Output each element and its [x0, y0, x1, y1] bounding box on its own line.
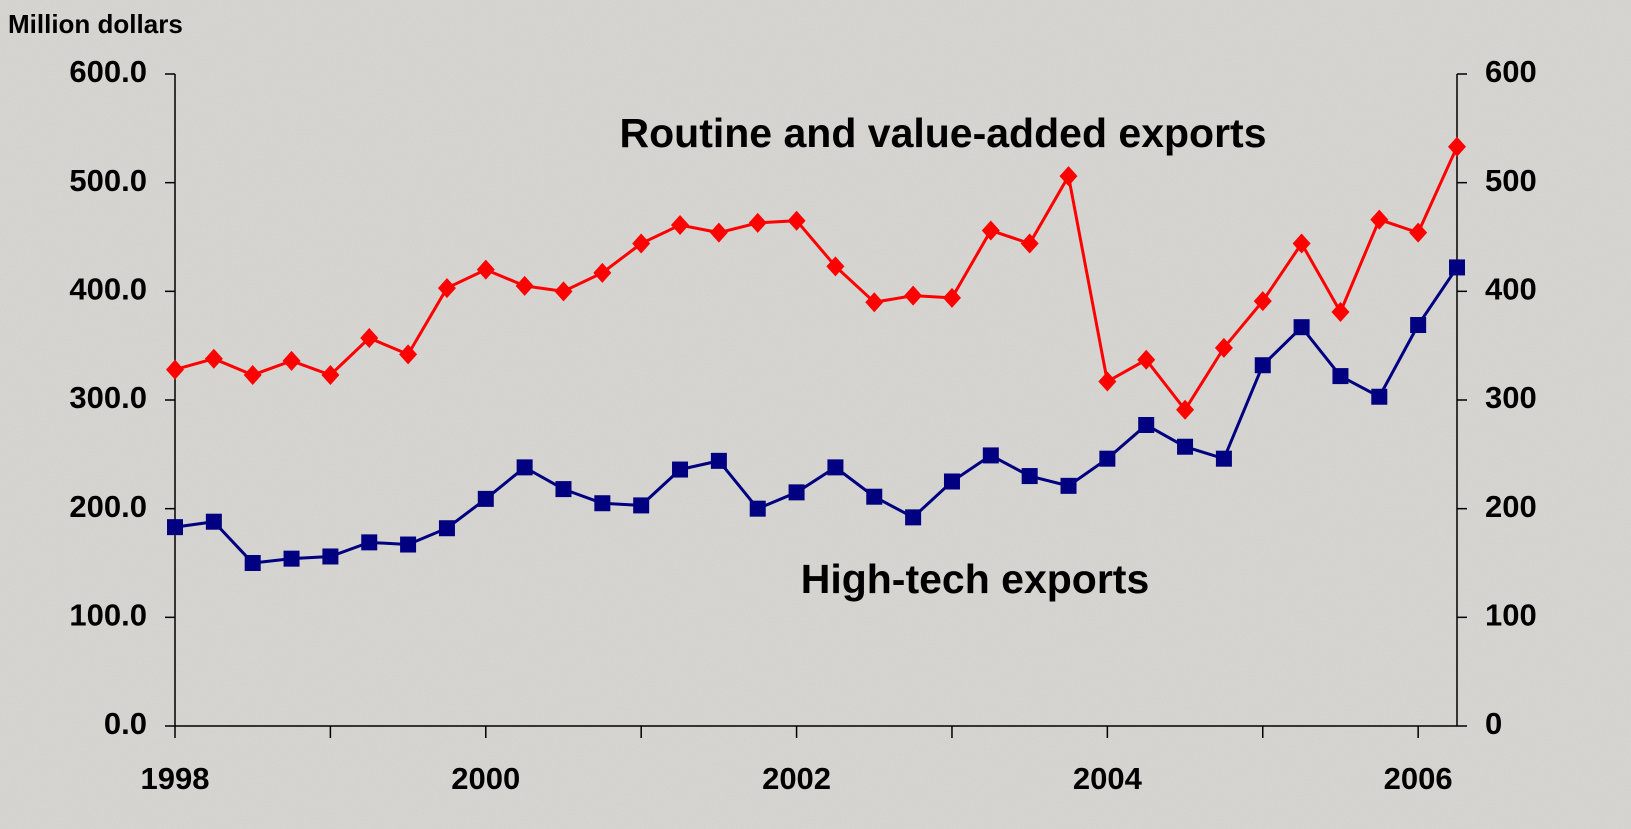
y-axis-label: Million dollars: [8, 9, 183, 39]
marker: [1254, 357, 1271, 374]
x-tick-label: 2006: [1384, 761, 1453, 796]
marker: [476, 259, 495, 280]
marker: [1293, 319, 1310, 336]
y-tick-label: 100.0: [69, 598, 147, 633]
marker: [1099, 450, 1116, 467]
marker: [633, 497, 650, 514]
marker: [321, 365, 340, 386]
marker: [904, 285, 923, 306]
y2-tick-label: 100: [1485, 598, 1537, 633]
marker: [866, 488, 883, 505]
marker: [1021, 468, 1038, 485]
marker: [594, 495, 611, 512]
marker: [748, 212, 767, 233]
marker: [943, 473, 960, 490]
marker: [593, 262, 612, 283]
marker: [981, 220, 1000, 241]
marker: [787, 210, 806, 231]
marker: [205, 513, 222, 530]
marker: [204, 348, 223, 369]
marker: [1137, 349, 1156, 370]
marker: [1448, 136, 1466, 157]
marker: [1410, 317, 1427, 334]
marker: [1060, 477, 1077, 494]
series-line: [174, 146, 1459, 413]
marker: [1214, 337, 1233, 358]
marker: [1059, 166, 1078, 187]
x-tick-label: 1998: [141, 761, 210, 796]
marker: [1176, 399, 1195, 420]
marker: [1177, 438, 1194, 455]
marker: [671, 215, 690, 236]
marker: [865, 292, 884, 313]
marker: [1331, 301, 1350, 322]
marker: [942, 287, 961, 308]
marker: [749, 500, 766, 517]
marker: [166, 359, 184, 380]
marker: [1253, 291, 1272, 312]
marker: [1409, 222, 1428, 243]
marker: [632, 233, 651, 254]
x-tick-label: 2000: [451, 761, 520, 796]
marker: [554, 281, 573, 302]
marker: [1332, 368, 1349, 385]
y-tick-label: 600.0: [69, 54, 147, 89]
series-annotation: Routine and value-added exports: [620, 110, 1267, 156]
marker: [905, 509, 922, 526]
marker: [1215, 450, 1232, 467]
marker: [283, 550, 300, 567]
marker: [282, 350, 301, 371]
marker: [1138, 416, 1155, 433]
marker: [982, 447, 999, 464]
marker: [1020, 233, 1039, 254]
marker: [710, 452, 727, 469]
y2-tick-label: 500: [1485, 163, 1537, 198]
marker: [477, 490, 494, 507]
marker: [322, 548, 339, 565]
marker: [1292, 233, 1311, 254]
x-tick-label: 2004: [1073, 761, 1143, 796]
y-tick-label: 0.0: [104, 706, 147, 741]
y2-tick-label: 0: [1485, 706, 1502, 741]
y2-tick-label: 400: [1485, 272, 1537, 307]
y-tick-label: 300.0: [69, 380, 147, 415]
y2-tick-label: 200: [1485, 489, 1537, 524]
series-line: [174, 266, 1459, 565]
marker: [438, 520, 455, 537]
series-annotation: High-tech exports: [801, 556, 1150, 602]
marker: [1098, 371, 1117, 392]
marker: [788, 484, 805, 501]
marker: [826, 256, 845, 277]
marker: [709, 222, 728, 243]
marker: [167, 519, 183, 536]
marker: [672, 461, 689, 478]
marker: [827, 459, 844, 476]
y2-tick-label: 300: [1485, 380, 1537, 415]
y-tick-label: 500.0: [69, 163, 147, 198]
marker: [555, 481, 572, 498]
y-tick-label: 200.0: [69, 489, 147, 524]
marker: [1371, 388, 1388, 405]
marker: [360, 328, 379, 349]
marker: [1370, 209, 1389, 230]
marker: [1449, 259, 1465, 276]
marker: [243, 365, 262, 386]
marker: [515, 275, 534, 296]
x-tick-label: 2002: [762, 761, 831, 796]
marker: [399, 344, 418, 365]
marker: [437, 278, 456, 299]
y-tick-label: 400.0: [69, 272, 147, 307]
y2-tick-label: 600: [1485, 54, 1537, 89]
marker: [516, 459, 533, 476]
marker: [244, 555, 261, 571]
marker: [400, 536, 417, 553]
marker: [361, 534, 378, 551]
